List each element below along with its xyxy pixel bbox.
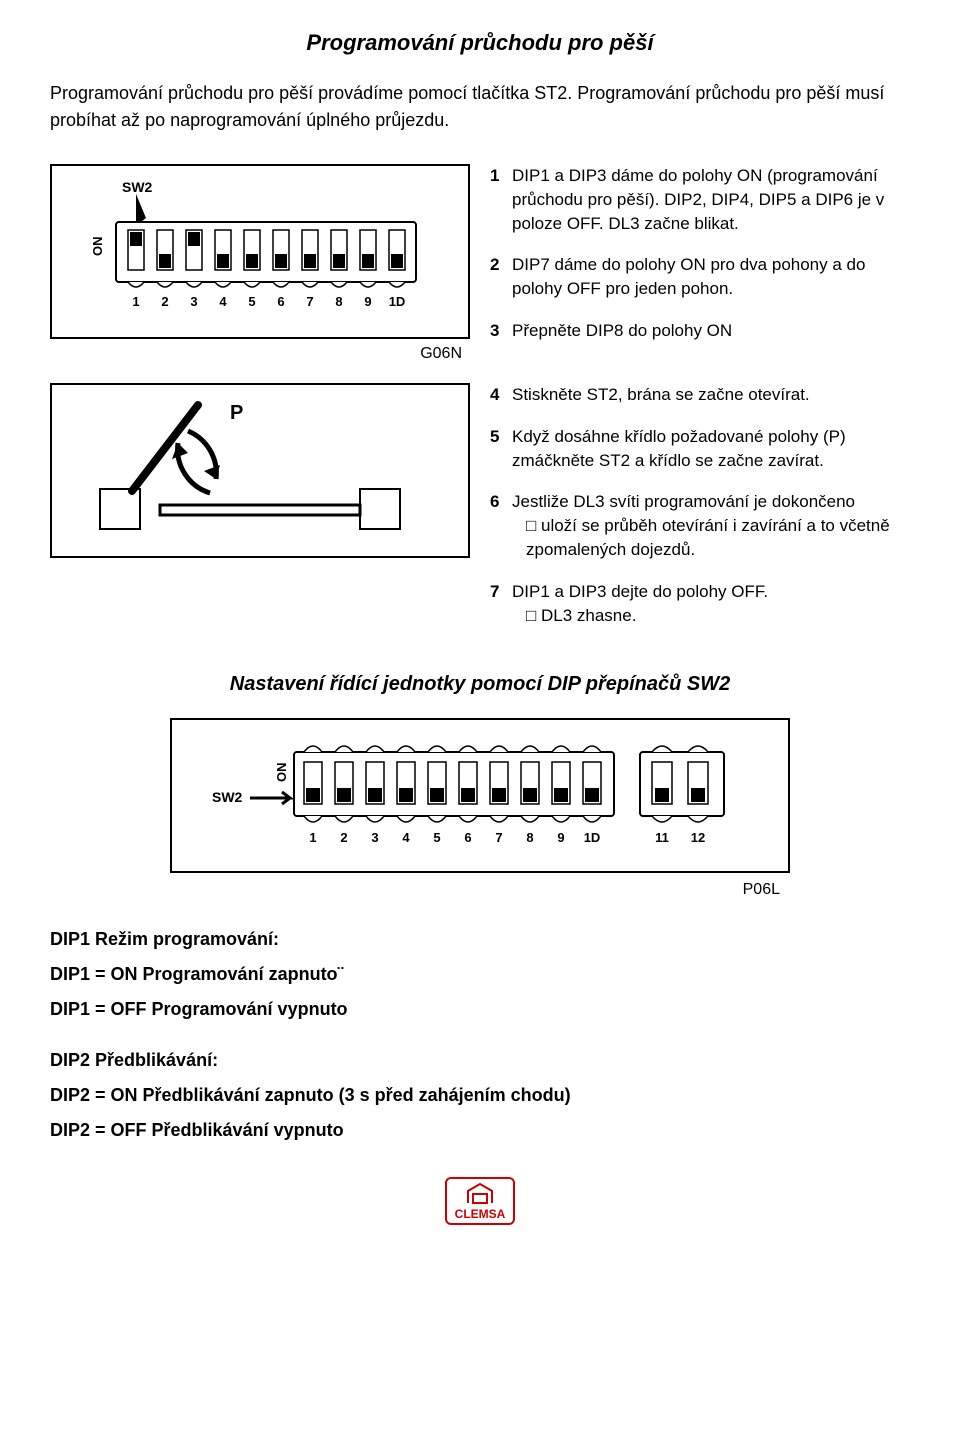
svg-text:5: 5 xyxy=(248,294,255,309)
figure-gate-p: P xyxy=(50,383,470,558)
step-number: 4 xyxy=(490,383,512,407)
svg-text:8: 8 xyxy=(526,830,533,845)
svg-text:12: 12 xyxy=(691,830,705,845)
label-sw2: SW2 xyxy=(122,179,153,195)
step-number: 6 xyxy=(490,490,512,561)
page-title: Programování průchodu pro pěší xyxy=(50,30,910,56)
dip1-off: DIP1 = OFF Programování vypnuto xyxy=(50,999,348,1019)
svg-text:9: 9 xyxy=(364,294,371,309)
step-item: 6Jestliže DL3 svíti programování je doko… xyxy=(490,490,910,561)
dip1-on: DIP1 = ON Programování zapnuto¨ xyxy=(50,964,344,984)
svg-text:7: 7 xyxy=(306,294,313,309)
svg-text:1: 1 xyxy=(132,294,139,309)
step-item: 4Stiskněte ST2, brána se začne otevírat. xyxy=(490,383,910,407)
logo-text: CLEMSA xyxy=(455,1207,506,1221)
step-number: 2 xyxy=(490,253,512,301)
svg-text:2: 2 xyxy=(161,294,168,309)
svg-text:7: 7 xyxy=(495,830,502,845)
svg-text:3: 3 xyxy=(371,830,378,845)
svg-text:4: 4 xyxy=(402,830,410,845)
dip2-on: DIP2 = ON Předblikávání zapnuto (3 s pře… xyxy=(50,1085,571,1105)
svg-text:5: 5 xyxy=(433,830,440,845)
svg-text:2: 2 xyxy=(340,830,347,845)
step-item: 5Když dosáhne křídlo požadované polohy (… xyxy=(490,425,910,473)
svg-text:9: 9 xyxy=(557,830,564,845)
figure-caption-3: P06L xyxy=(180,881,780,899)
svg-text:11: 11 xyxy=(655,830,669,845)
svg-text:8: 8 xyxy=(335,294,342,309)
step-item: 2DIP7 dáme do polohy ON pro dva pohony a… xyxy=(490,253,910,301)
step-number: 3 xyxy=(490,319,512,343)
step-text: Stiskněte ST2, brána se začne otevírat. xyxy=(512,383,910,407)
section-title-dip-sw2: Nastavení řídící jednotky pomocí DIP pře… xyxy=(50,673,910,696)
label-p: P xyxy=(230,402,243,424)
step-number: 1 xyxy=(490,164,512,235)
svg-text:3: 3 xyxy=(190,294,197,309)
svg-text:1D: 1D xyxy=(389,294,406,309)
step-text: DIP7 dáme do polohy ON pro dva pohony a … xyxy=(512,253,910,301)
step-text: Jestliže DL3 svíti programování je dokon… xyxy=(512,490,910,561)
step-item: 1DIP1 a DIP3 dáme do polohy ON (programo… xyxy=(490,164,910,235)
dip1-heading: DIP1 Režim programování: xyxy=(50,929,910,950)
svg-text:6: 6 xyxy=(277,294,284,309)
svg-text:4: 4 xyxy=(219,294,227,309)
footer-logo: CLEMSA xyxy=(50,1177,910,1225)
dip2-off: DIP2 = OFF Předblikávání vypnuto xyxy=(50,1120,344,1140)
intro-paragraph: Programování průchodu pro pěší provádíme… xyxy=(50,80,910,134)
step-item: 3Přepněte DIP8 do polohy ON xyxy=(490,319,910,343)
step-text: DIP1 a DIP3 dejte do polohy OFF.□ DL3 zh… xyxy=(512,580,910,628)
dip2-heading: DIP2 Předblikávání: xyxy=(50,1050,910,1071)
step-item: 7DIP1 a DIP3 dejte do polohy OFF.□ DL3 z… xyxy=(490,580,910,628)
step-text: Když dosáhne křídlo požadované polohy (P… xyxy=(512,425,910,473)
svg-text:6: 6 xyxy=(464,830,471,845)
figure-caption-1: G06N xyxy=(50,345,470,363)
svg-text:1D: 1D xyxy=(584,830,601,845)
step-text: DIP1 a DIP3 dáme do polohy ON (programov… xyxy=(512,164,910,235)
step-number: 7 xyxy=(490,580,512,628)
step-number: 5 xyxy=(490,425,512,473)
label-on-2: ON xyxy=(274,763,289,783)
figure-dip-sw2: SW2 ON 1 2 3 4 5 6 7 8 9 1D xyxy=(50,164,470,339)
label-on: ON xyxy=(90,237,105,257)
label-sw2-2: SW2 xyxy=(212,789,243,805)
svg-text:1: 1 xyxy=(309,830,316,845)
figure-dip-sw2-full: ON SW2 1234567891D 1112 xyxy=(170,718,790,873)
step-text: Přepněte DIP8 do polohy ON xyxy=(512,319,910,343)
